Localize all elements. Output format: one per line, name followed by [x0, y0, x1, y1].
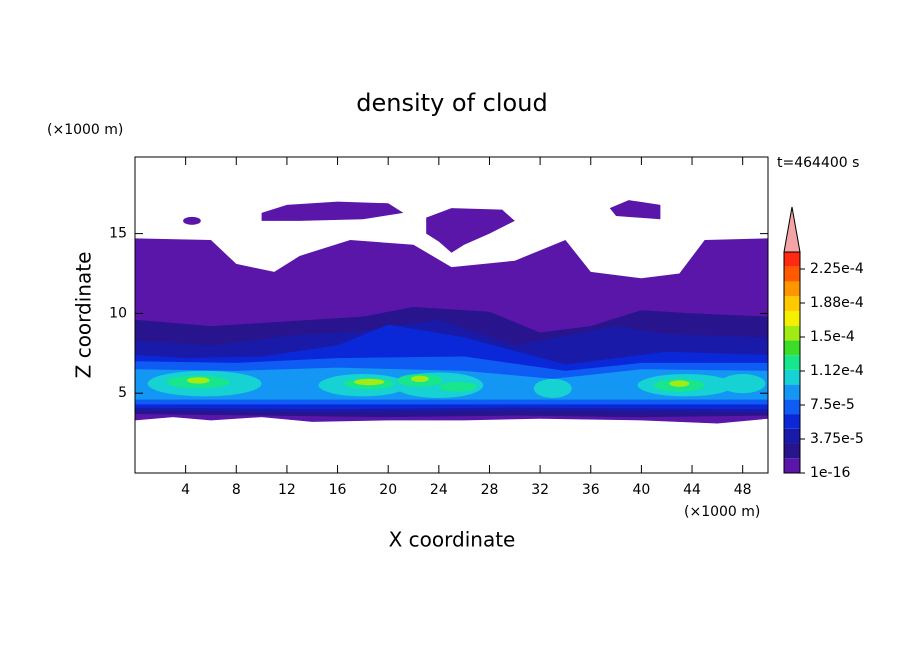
- y-tick-label: 10: [109, 305, 127, 321]
- colorbar-tick-label: 1.12e-4: [810, 363, 864, 379]
- contour-region: [186, 377, 210, 384]
- contour-region: [354, 378, 385, 386]
- x-tick-label: 20: [379, 482, 397, 498]
- colorbar-band: [784, 369, 800, 385]
- x-tick-label: 4: [181, 482, 190, 498]
- colorbar-band: [784, 399, 800, 415]
- x-tick-label: 28: [481, 482, 499, 498]
- x-unit: (×1000 m): [684, 504, 760, 520]
- chart-title: density of cloud: [356, 89, 547, 117]
- x-tick-label: 44: [683, 482, 701, 498]
- contour-region: [183, 216, 201, 225]
- contour-region: [609, 200, 661, 220]
- contour-region: [669, 380, 690, 387]
- colorbar-band: [784, 355, 800, 370]
- contour-region: [719, 374, 766, 394]
- x-tick-label: 40: [632, 482, 650, 498]
- colorbar-band: [784, 340, 800, 356]
- contour-region: [426, 208, 515, 253]
- contour-region: [261, 201, 404, 221]
- y-tick-label: 5: [118, 385, 127, 401]
- colorbar-frame: [783, 251, 801, 474]
- colorbar-band: [784, 414, 800, 429]
- colorbar-tick-label: 2.25e-4: [810, 261, 864, 277]
- colorbar-band: [784, 266, 800, 282]
- colorbar-extend: [783, 206, 801, 253]
- x-axis-title: X coordinate: [389, 528, 516, 552]
- plot-frame: [134, 156, 769, 474]
- colorbar-band: [784, 296, 800, 311]
- colorbar-band: [784, 310, 800, 326]
- colorbar-band: [784, 281, 800, 297]
- colorbar-tick-label: 1e-16: [810, 465, 850, 481]
- colorbar-band: [784, 252, 800, 267]
- x-tick-label: 24: [430, 482, 448, 498]
- y-unit: (×1000 m): [47, 122, 123, 138]
- x-tick-label: 16: [329, 482, 347, 498]
- colorbar-band: [784, 325, 800, 341]
- y-axis-title: Z coordinate: [72, 252, 96, 379]
- x-tick-label: 48: [734, 482, 752, 498]
- colorbar-band: [784, 428, 800, 444]
- contour-region: [533, 378, 572, 398]
- colorbar-tick-label: 3.75e-5: [810, 431, 864, 447]
- contour-region: [438, 382, 477, 392]
- x-tick-label: 8: [232, 482, 241, 498]
- x-tick-label: 32: [531, 482, 549, 498]
- time-annotation: t=464400 s: [777, 155, 859, 171]
- colorbar-band: [784, 443, 800, 459]
- x-tick-label: 12: [278, 482, 296, 498]
- y-tick-label: 15: [109, 226, 127, 242]
- contour-region: [410, 375, 429, 383]
- colorbar-band: [784, 384, 800, 400]
- x-tick-label: 36: [582, 482, 600, 498]
- colorbar-tick-label: 1.5e-4: [810, 329, 855, 345]
- colorbar-tick-label: 7.5e-5: [810, 397, 855, 413]
- colorbar-tick-label: 1.88e-4: [810, 295, 864, 311]
- colorbar-band: [784, 458, 800, 473]
